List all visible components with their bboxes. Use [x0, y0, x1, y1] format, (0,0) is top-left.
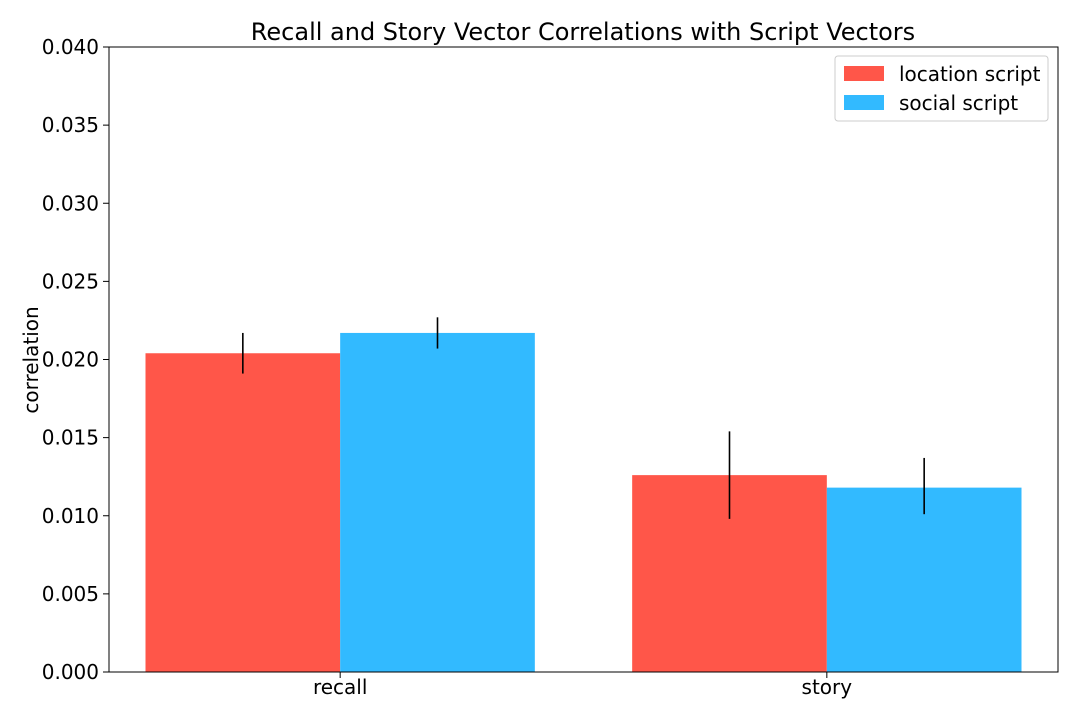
- chart-title: Recall and Story Vector Correlations wit…: [251, 18, 915, 46]
- legend-box: [834, 55, 1049, 122]
- y-tick-label: 0.005: [42, 582, 99, 606]
- plot-area: 0.000 0.005 0.010 0.015 0.020 0.025 0.030 0.035…: [42, 35, 1059, 699]
- legend-label: social script: [899, 91, 1018, 115]
- legend-swatch: [844, 95, 884, 110]
- x-tick-label-story: story: [802, 675, 853, 699]
- axes-frame: [108, 46, 1059, 673]
- y-tick-label: 0.000: [42, 660, 99, 684]
- legend-label: location script: [899, 62, 1041, 86]
- bar-story-1: [826, 487, 1022, 672]
- y-tick-label: 0.040: [42, 35, 99, 59]
- y-tick-label: 0.020: [42, 348, 99, 372]
- bar-recall-1: [340, 332, 535, 672]
- x-tick-label-recall: recall: [313, 675, 367, 699]
- legend: location script social script: [834, 55, 1049, 122]
- y-tick-label: 0.010: [42, 504, 99, 528]
- bar-recall-0: [145, 353, 341, 672]
- y-tick-label: 0.025: [42, 269, 99, 293]
- y-tick-label: 0.030: [42, 191, 99, 215]
- y-axis-label: correlation: [19, 306, 43, 413]
- y-tick-label: 0.015: [42, 426, 99, 450]
- y-tick-label: 0.035: [42, 113, 99, 137]
- legend-swatch: [844, 66, 884, 81]
